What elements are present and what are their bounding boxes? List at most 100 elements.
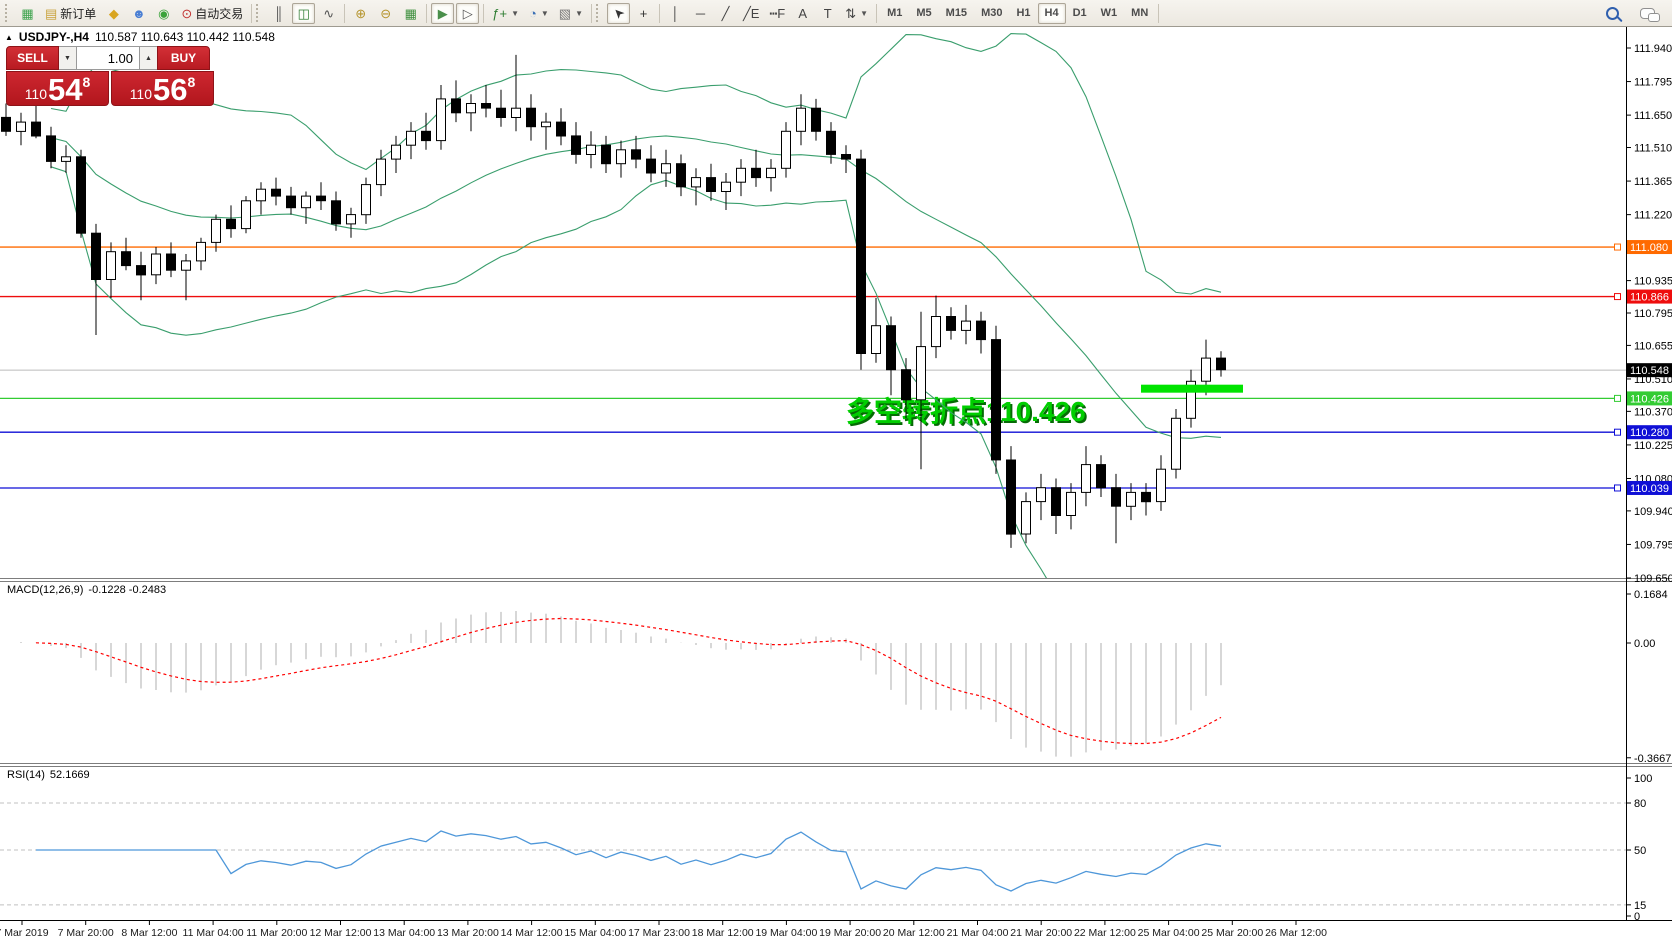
price-axis[interactable]: 111.940 111.795 111.650 111.510 111.365 111.2… <box>1627 43 1672 585</box>
zoom-in-icon: ⊕ <box>355 5 367 21</box>
svg-text:25 Mar 20:00: 25 Mar 20:00 <box>1201 927 1263 939</box>
price-tag-110.039: 110.039 <box>1627 480 1672 495</box>
collapse-marker-icon[interactable]: ▲ <box>5 32 13 42</box>
buy-price-display[interactable]: 110 56 8 <box>111 71 214 106</box>
hline-110.280[interactable] <box>0 428 1621 436</box>
templates-button[interactable]: ▧ ▼ <box>555 3 587 24</box>
buy-price-sup: 8 <box>187 74 196 90</box>
profile-icon: ☻ <box>131 5 146 21</box>
hline-110.866[interactable] <box>0 293 1621 301</box>
zoom-out-icon: ⊖ <box>380 5 392 21</box>
timeframe-m15-button[interactable]: M15 <box>945 7 968 19</box>
auto-scroll-button[interactable]: ▶ <box>431 2 455 24</box>
hline-110.426[interactable] <box>0 394 1621 402</box>
macd-title: MACD(12,26,9) <box>7 584 84 596</box>
new-chart-icon: ▦ <box>21 5 34 21</box>
market-signal-button[interactable]: ◉ <box>152 3 175 24</box>
text-button[interactable]: A <box>791 3 814 24</box>
timeframe-d1-button[interactable]: D1 <box>1072 7 1087 19</box>
svg-text:111.510: 111.510 <box>1634 143 1672 155</box>
line-chart-button[interactable]: ∿ <box>317 3 340 24</box>
new-order-button[interactable]: ▤ 新订单 <box>41 3 100 24</box>
timeframe-m1-button[interactable]: M1 <box>887 7 903 19</box>
svg-text:18 Mar 12:00: 18 Mar 12:00 <box>692 927 754 939</box>
timeframe-m30-button[interactable]: M30 <box>981 7 1003 19</box>
macd-histogram <box>20 611 1222 757</box>
indicators-button[interactable]: ƒ+ ▼ <box>488 3 523 24</box>
buy-button[interactable]: BUY <box>157 46 210 70</box>
macd-axis: 0.1684 0.00 -0.3667 <box>1627 589 1671 765</box>
crosshair-button[interactable]: + <box>632 3 655 24</box>
svg-text:111.080: 111.080 <box>1630 242 1668 254</box>
svg-text:111.365: 111.365 <box>1634 176 1672 188</box>
trend-line-segment[interactable] <box>1141 384 1243 393</box>
zoom-in-button[interactable]: ⊕ <box>349 3 372 24</box>
arrows-dropdown-icon[interactable]: ▼ <box>860 8 869 18</box>
svg-text:110.548: 110.548 <box>1630 365 1669 377</box>
svg-text:110.866: 110.866 <box>1630 292 1669 304</box>
chart-shift-button[interactable]: ▷ <box>456 2 480 24</box>
volume-increase-button[interactable]: ▲ <box>140 46 157 70</box>
cursor-button[interactable]: ➤ <box>606 2 630 24</box>
macd-signal-line <box>35 617 1222 745</box>
trendline-icon: ╱ <box>721 5 730 21</box>
svg-text:13 Mar 04:00: 13 Mar 04:00 <box>373 927 435 939</box>
svg-text:109.650: 109.650 <box>1634 573 1672 585</box>
time-axis[interactable]: 7 Mar 2019 7 Mar 20:00 8 Mar 12:00 11 Mar 0… <box>0 920 1327 939</box>
sell-price-display[interactable]: 110 54 8 <box>6 71 109 106</box>
arrows-button[interactable]: ⇅ ▼ <box>841 3 872 24</box>
periods-button[interactable]: ◔ ▼ <box>525 3 553 24</box>
crosshair-icon: + <box>639 5 648 21</box>
svg-text:110.370: 110.370 <box>1634 406 1672 418</box>
arrows-icon: ⇅ <box>845 5 857 21</box>
volume-input[interactable] <box>76 46 140 70</box>
templates-dropdown-icon[interactable]: ▼ <box>575 8 583 18</box>
zoom-out-button[interactable]: ⊖ <box>374 3 397 24</box>
timeframe-w1-button[interactable]: W1 <box>1100 7 1118 19</box>
indicators-dropdown-icon[interactable]: ▼ <box>511 8 519 18</box>
search-button[interactable] <box>1601 3 1624 24</box>
chat-icon <box>1640 7 1660 22</box>
svg-text:20 Mar 12:00: 20 Mar 12:00 <box>883 927 945 939</box>
hline-110.039[interactable] <box>0 484 1621 492</box>
sell-button[interactable]: SELL <box>6 46 59 70</box>
new-chart-button[interactable]: ▦ <box>16 3 39 24</box>
macd-values: -0.1228 -0.2483 <box>88 584 167 596</box>
timeframe-m5-button[interactable]: M5 <box>916 7 932 19</box>
tile-windows-button[interactable]: ▦ <box>399 3 422 24</box>
svg-text:0: 0 <box>1634 911 1640 923</box>
auto-scroll-icon: ▶ <box>437 5 448 21</box>
svg-text:19 Mar 20:00: 19 Mar 20:00 <box>819 927 881 939</box>
fibonacci-button[interactable]: ┅F <box>765 3 789 24</box>
volume-decrease-button[interactable]: ▼ <box>59 46 76 70</box>
candlestick-chart-button[interactable]: ◫ <box>292 2 316 24</box>
hline-111.080[interactable] <box>0 243 1621 251</box>
timeframe-h4-button[interactable]: H4 <box>1037 2 1066 24</box>
auto-trading-button[interactable]: ⊙ 自动交易 <box>177 3 247 24</box>
trendline-button[interactable]: ╱ <box>714 3 737 24</box>
search-icon <box>1606 6 1619 20</box>
svg-text:26 Mar 12:00: 26 Mar 12:00 <box>1265 927 1327 939</box>
bar-chart-button[interactable]: ║ <box>267 3 290 24</box>
timeframe-mn-button[interactable]: MN <box>1131 7 1149 19</box>
svg-text:7 Mar 20:00: 7 Mar 20:00 <box>58 927 114 939</box>
periods-icon: ◔ <box>528 5 537 21</box>
svg-text:14 Mar 12:00: 14 Mar 12:00 <box>501 927 563 939</box>
profile-button[interactable]: ☻ <box>127 3 150 24</box>
horizontal-line-button[interactable]: ─ <box>689 3 712 24</box>
periods-dropdown-icon[interactable]: ▼ <box>540 8 549 18</box>
eraser-button[interactable]: ◆ <box>102 3 125 24</box>
timeframe-h1-button[interactable]: H1 <box>1016 7 1031 19</box>
text-label-button[interactable]: T <box>816 3 839 24</box>
ohlc-values: 110.587 110.643 110.442 110.548 <box>94 30 275 44</box>
svg-text:110.935: 110.935 <box>1634 276 1672 288</box>
price-tag-111.080: 111.080 <box>1627 240 1672 255</box>
price-tag-110.866: 110.866 <box>1627 289 1672 304</box>
svg-text:11 Mar 20:00: 11 Mar 20:00 <box>246 927 307 939</box>
vertical-line-button[interactable]: │ <box>664 3 687 24</box>
chat-button[interactable] <box>1636 3 1660 24</box>
equidistant-channel-button[interactable]: ╱E <box>739 3 764 24</box>
svg-text:110.039: 110.039 <box>1630 483 1669 495</box>
